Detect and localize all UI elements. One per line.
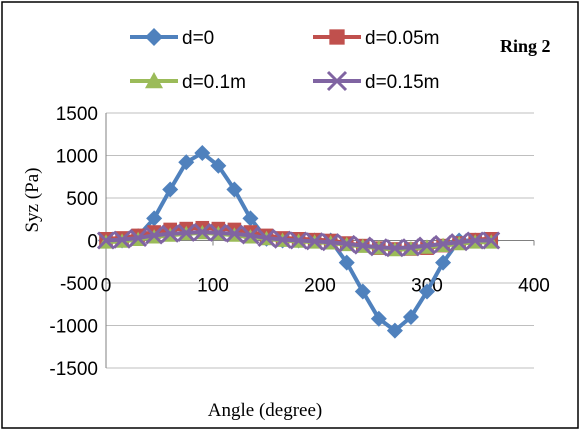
gridlines	[106, 112, 534, 369]
data-point	[370, 310, 387, 327]
data-point	[145, 28, 163, 46]
data-point	[177, 223, 196, 242]
y-tick-label: -1000	[49, 317, 98, 338]
data-point	[161, 224, 180, 243]
data-point	[482, 231, 501, 250]
data-point	[435, 254, 452, 271]
y-tick-label: 0	[87, 232, 98, 253]
data-point	[338, 254, 355, 271]
data-point	[289, 231, 308, 250]
data-point	[129, 228, 148, 248]
series-3	[96, 222, 501, 258]
data-point	[242, 210, 259, 227]
data-point	[96, 231, 116, 250]
legend-entry: d=0.15m	[313, 70, 439, 93]
y-tick-label: -1500	[49, 359, 98, 380]
data-point	[433, 234, 453, 253]
legend-entry: d=0	[130, 28, 214, 49]
data-point	[226, 181, 243, 198]
y-tick-label: -500	[60, 274, 98, 295]
data-point	[273, 230, 292, 249]
legend-label: d=0	[182, 28, 214, 49]
legend-label: d=0.05m	[365, 28, 439, 49]
data-point	[305, 232, 324, 251]
data-point	[450, 233, 469, 252]
data-point	[369, 238, 388, 257]
data-point	[466, 231, 485, 250]
data-point	[385, 239, 404, 258]
x-tick-label: 0	[101, 276, 112, 297]
data-point	[194, 144, 211, 161]
legend-label: d=0.1m	[182, 72, 246, 93]
x-tick-label: 100	[197, 276, 229, 297]
data-point	[209, 223, 228, 242]
data-point	[401, 238, 421, 257]
data-point	[241, 226, 260, 245]
data-point	[210, 157, 227, 174]
legend: d=0 d=0.05m d=0.1m d=0.15m	[130, 28, 439, 93]
legend-label: d=0.15m	[365, 72, 439, 93]
series	[96, 144, 501, 339]
y-tick-label: 500	[66, 189, 98, 210]
legend-entry: d=0.1m	[130, 72, 246, 93]
x-axis-title: Angle (degree)	[208, 400, 322, 421]
data-point	[386, 322, 403, 339]
data-point	[146, 210, 163, 227]
ring-annotation: Ring 2	[500, 36, 551, 56]
data-point	[402, 309, 419, 325]
y-tick-labels: 1500 1000 500 0 -500 -1000 -1500	[49, 104, 98, 380]
y-tick-label: 1000	[56, 147, 98, 168]
data-point	[329, 29, 345, 45]
y-axis-title: Syz (Pa)	[22, 168, 43, 233]
data-point	[145, 226, 164, 245]
data-point	[112, 230, 132, 249]
data-point	[354, 283, 371, 300]
legend-entry: d=0.05m	[313, 28, 439, 49]
data-point	[337, 234, 356, 253]
x-tick-label: 400	[518, 276, 550, 297]
data-point	[257, 228, 276, 248]
data-point	[225, 224, 244, 243]
data-point	[193, 222, 212, 242]
data-point	[162, 181, 179, 198]
data-point	[321, 233, 340, 252]
x-tick-label: 200	[304, 276, 336, 297]
data-point	[419, 283, 435, 300]
data-point	[353, 236, 372, 255]
data-point	[417, 236, 437, 255]
data-point	[145, 72, 163, 89]
data-point	[178, 154, 195, 171]
data-point	[326, 70, 348, 92]
y-tick-label: 1500	[56, 104, 98, 125]
